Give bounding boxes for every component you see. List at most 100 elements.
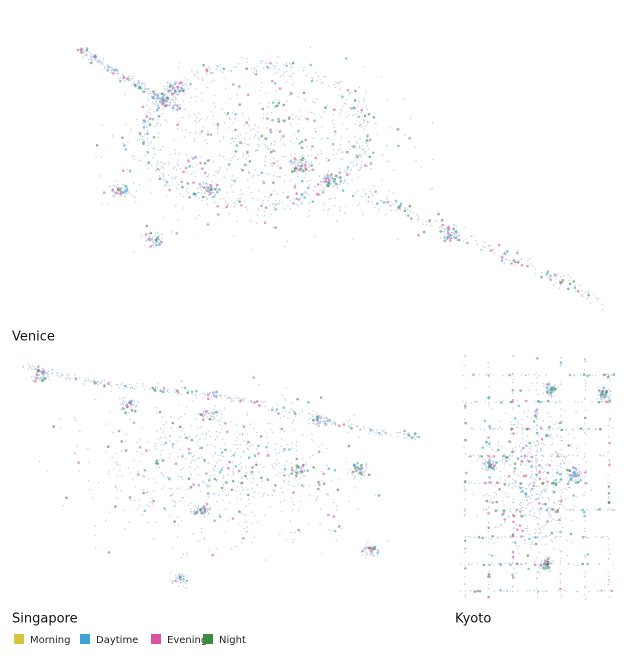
- dot: [135, 404, 138, 406]
- dot: [215, 480, 218, 482]
- dot: [239, 134, 241, 136]
- dot: [557, 423, 559, 425]
- dot: [550, 507, 553, 510]
- dot: [291, 118, 294, 120]
- dot: [52, 425, 55, 428]
- dot: [585, 409, 587, 411]
- dot: [530, 487, 534, 491]
- dot: [261, 495, 264, 498]
- dot: [546, 520, 549, 523]
- dot: [92, 497, 94, 500]
- dot: [128, 80, 130, 82]
- dot: [431, 187, 434, 190]
- dot: [283, 180, 286, 182]
- dot: [188, 115, 190, 118]
- dot: [473, 401, 476, 403]
- dot: [284, 207, 286, 210]
- dot: [532, 507, 534, 509]
- dot: [556, 471, 559, 475]
- dot: [572, 280, 575, 283]
- dot: [346, 173, 349, 176]
- dot: [526, 554, 530, 557]
- dot: [271, 429, 273, 431]
- dot: [89, 51, 91, 53]
- dot: [564, 487, 566, 490]
- dot: [414, 432, 416, 435]
- dot: [218, 515, 222, 518]
- dot: [142, 385, 144, 387]
- dot: [145, 504, 148, 506]
- dot: [458, 234, 460, 236]
- dot: [365, 91, 367, 93]
- dot: [290, 154, 292, 156]
- dot: [272, 157, 275, 160]
- dot: [601, 590, 604, 593]
- dot: [323, 180, 327, 183]
- dot: [315, 194, 317, 196]
- dot: [358, 125, 360, 128]
- dot: [107, 551, 111, 554]
- dot: [116, 384, 118, 386]
- dot: [138, 499, 140, 501]
- dot: [471, 428, 474, 430]
- dot: [144, 388, 146, 390]
- dot: [126, 78, 128, 81]
- dot: [399, 209, 401, 211]
- dot: [546, 463, 548, 465]
- dot: [512, 501, 514, 504]
- dot: [554, 508, 556, 510]
- dot: [142, 142, 145, 146]
- dot: [276, 175, 279, 178]
- dot: [42, 378, 44, 380]
- dot: [541, 428, 543, 430]
- dot: [556, 435, 558, 437]
- dot: [397, 238, 399, 241]
- dot: [575, 476, 578, 478]
- dot: [604, 589, 606, 592]
- dot: [247, 456, 251, 459]
- dot: [560, 517, 562, 519]
- dot: [488, 571, 491, 573]
- dot: [296, 473, 298, 476]
- legend-swatch: [14, 634, 24, 644]
- dot: [299, 109, 301, 112]
- dot: [356, 107, 358, 109]
- dot: [81, 50, 83, 52]
- dot: [120, 440, 123, 443]
- dot: [527, 454, 529, 456]
- dot: [610, 374, 613, 376]
- dot: [257, 208, 259, 210]
- dot: [478, 373, 480, 376]
- dot: [175, 176, 177, 178]
- dot: [336, 506, 339, 508]
- dot: [257, 199, 259, 201]
- dot: [538, 472, 540, 475]
- dot: [520, 442, 522, 445]
- dot: [177, 580, 179, 583]
- dot: [320, 181, 323, 183]
- dot: [228, 69, 230, 72]
- dot: [528, 510, 531, 513]
- dot: [330, 183, 332, 185]
- dot: [340, 181, 342, 183]
- dot: [319, 420, 322, 423]
- dot: [129, 418, 132, 420]
- dot: [274, 72, 276, 74]
- dot: [261, 143, 263, 145]
- dot: [539, 485, 541, 488]
- dot: [206, 189, 210, 192]
- dot: [131, 84, 133, 86]
- dot: [499, 470, 501, 472]
- dot: [359, 146, 361, 148]
- dot: [606, 375, 610, 379]
- dot: [147, 505, 150, 507]
- dot: [530, 417, 533, 419]
- dot: [189, 131, 191, 134]
- dot: [78, 377, 80, 379]
- dot: [159, 453, 161, 456]
- dot: [251, 176, 253, 178]
- dot: [517, 420, 519, 422]
- dot: [481, 467, 484, 470]
- dot: [584, 471, 587, 474]
- dot: [573, 504, 575, 507]
